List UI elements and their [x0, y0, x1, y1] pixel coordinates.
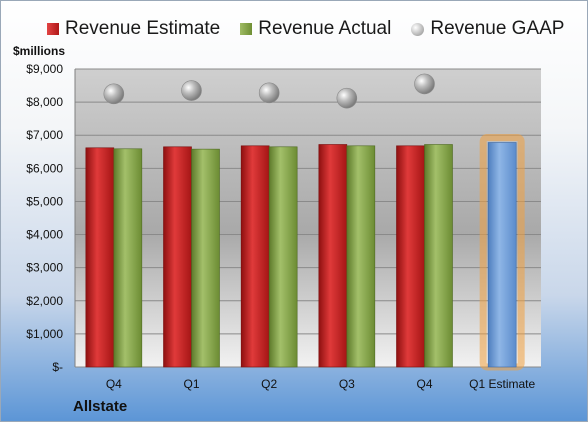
legend-swatch-gaap — [411, 22, 425, 36]
legend-item-estimate: Revenue Estimate — [47, 18, 220, 40]
x-tick-label: Q1 Estimate — [469, 377, 535, 391]
point-revenue-gaap — [414, 73, 435, 95]
legend-label-actual: Revenue Actual — [258, 18, 392, 39]
bar-revenue-actual — [346, 145, 376, 368]
bar-revenue-estimate-forecast — [487, 142, 517, 368]
x-tick-label: Q3 — [339, 377, 355, 391]
y-axis-unit-label: $millions — [13, 44, 66, 58]
bar-revenue-actual — [268, 146, 298, 368]
y-tick-label: $8,000 — [26, 95, 63, 109]
legend-swatch-estimate — [47, 23, 59, 35]
legend-label-estimate: Revenue Estimate — [65, 18, 221, 39]
plot-area-background — [75, 69, 541, 367]
bar-revenue-estimate — [85, 147, 115, 368]
y-tick-label: $2,000 — [26, 294, 63, 308]
bar-revenue-actual — [191, 148, 220, 368]
legend-label-gaap: Revenue GAAP — [430, 18, 565, 39]
bar-revenue-estimate — [318, 144, 348, 368]
y-tick-label: $9,000 — [26, 62, 63, 76]
bar-revenue-estimate — [240, 145, 270, 368]
legend-swatch-actual — [240, 23, 253, 35]
point-revenue-gaap — [336, 87, 358, 109]
y-tick-label: $1,000 — [26, 327, 63, 341]
point-revenue-gaap — [258, 82, 280, 104]
legend-item-gaap: Revenue GAAP — [411, 18, 564, 40]
point-revenue-gaap — [103, 83, 125, 105]
bar-revenue-estimate — [396, 145, 425, 368]
y-tick-label: $- — [52, 360, 63, 374]
y-tick-label: $3,000 — [26, 261, 63, 275]
x-tick-label: Q4 — [106, 377, 122, 391]
x-tick-label: Q4 — [416, 377, 432, 391]
legend-item-actual: Revenue Actual — [240, 18, 391, 40]
y-tick-label: $5,000 — [26, 194, 63, 208]
y-tick-label: $7,000 — [26, 128, 63, 142]
bar-revenue-actual — [424, 144, 453, 368]
chart-legend: Revenue Estimate Revenue Actual Revenue … — [47, 17, 564, 41]
point-revenue-gaap — [181, 80, 202, 101]
company-label: Allstate — [73, 398, 128, 415]
x-tick-label: Q1 — [183, 377, 199, 391]
y-tick-label: $6,000 — [26, 161, 63, 175]
bar-revenue-actual — [113, 148, 143, 368]
bar-revenue-estimate — [163, 146, 192, 368]
y-tick-label: $4,000 — [26, 228, 63, 242]
x-tick-label: Q2 — [261, 377, 277, 391]
